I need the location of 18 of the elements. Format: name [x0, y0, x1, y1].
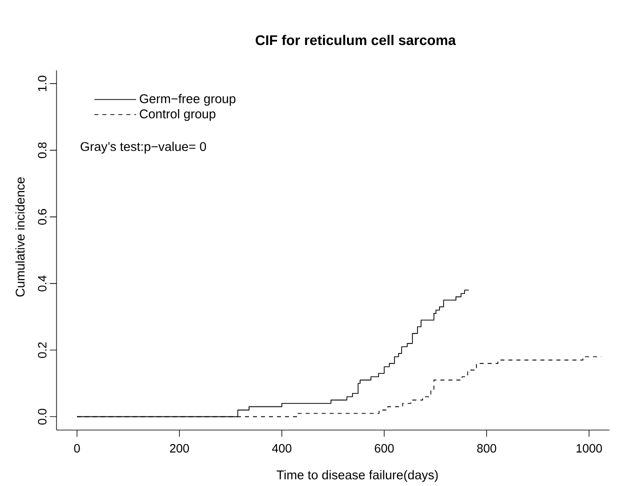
y-tick-label: 1.0 [38, 76, 46, 92]
x-tick-label: 1000 [576, 444, 602, 453]
annotation: Gray’s test:p−value= 0 [80, 142, 206, 154]
x-axis-title: Time to disease failure(days) [276, 470, 438, 482]
x-tick-label: 0 [74, 444, 80, 453]
y-tick-label: 0.6 [38, 209, 46, 225]
y-tick-label: 0.8 [38, 142, 46, 158]
x-tick-label: 200 [170, 444, 189, 453]
y-tick-label: 0.0 [38, 408, 46, 425]
x-tick-label: 400 [272, 444, 292, 453]
x-tick-label: 800 [477, 444, 496, 453]
y-axis-title: Cumulative incidence [15, 177, 25, 297]
y-tick-label: 0.4 [38, 275, 46, 292]
y-tick-label: 0.2 [38, 342, 46, 358]
chart-title: CIF for reticulum cell sarcoma [256, 34, 456, 46]
x-tick-label: 600 [374, 444, 394, 453]
legend-label: Germ−free group [140, 94, 236, 106]
legend-label: Control group [140, 109, 216, 121]
